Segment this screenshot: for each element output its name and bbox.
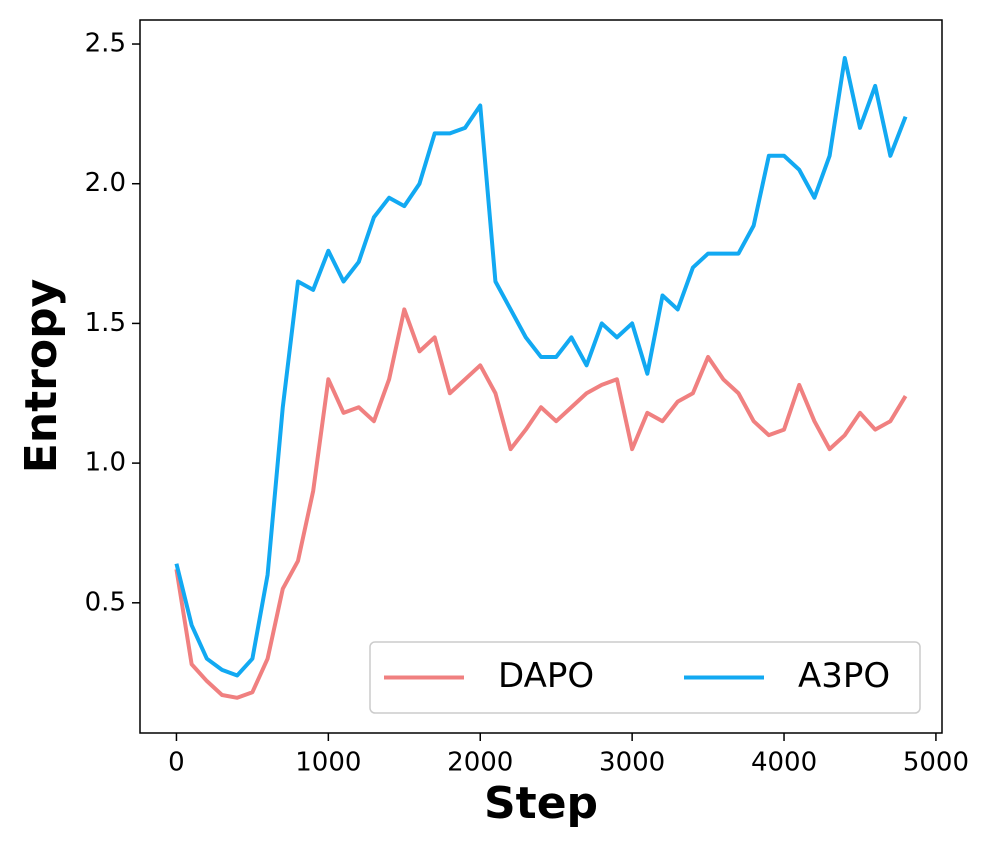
y-tick-label: 1.5	[85, 308, 126, 338]
legend-label: DAPO	[498, 656, 594, 696]
line-series	[174, 307, 908, 700]
legend-label: A3PO	[798, 656, 890, 696]
x-tick-label: 2000	[447, 748, 513, 778]
line-series	[174, 55, 908, 678]
plot-frame	[139, 19, 943, 734]
y-axis-label: Entropy	[16, 279, 67, 474]
y-tick-label: 1.0	[85, 448, 126, 478]
x-tick-label: 1000	[295, 748, 361, 778]
x-tick-label: 3000	[599, 748, 665, 778]
x-tick-label: 4000	[751, 748, 817, 778]
x-axis-label: Step	[484, 778, 598, 829]
x-tick-label: 0	[168, 748, 185, 778]
y-tick-label: 2.5	[85, 29, 126, 59]
y-tick-label: 2.0	[85, 168, 126, 198]
y-tick-label: 0.5	[85, 587, 126, 617]
legend-box	[369, 641, 921, 714]
x-tick-label: 5000	[903, 748, 969, 778]
